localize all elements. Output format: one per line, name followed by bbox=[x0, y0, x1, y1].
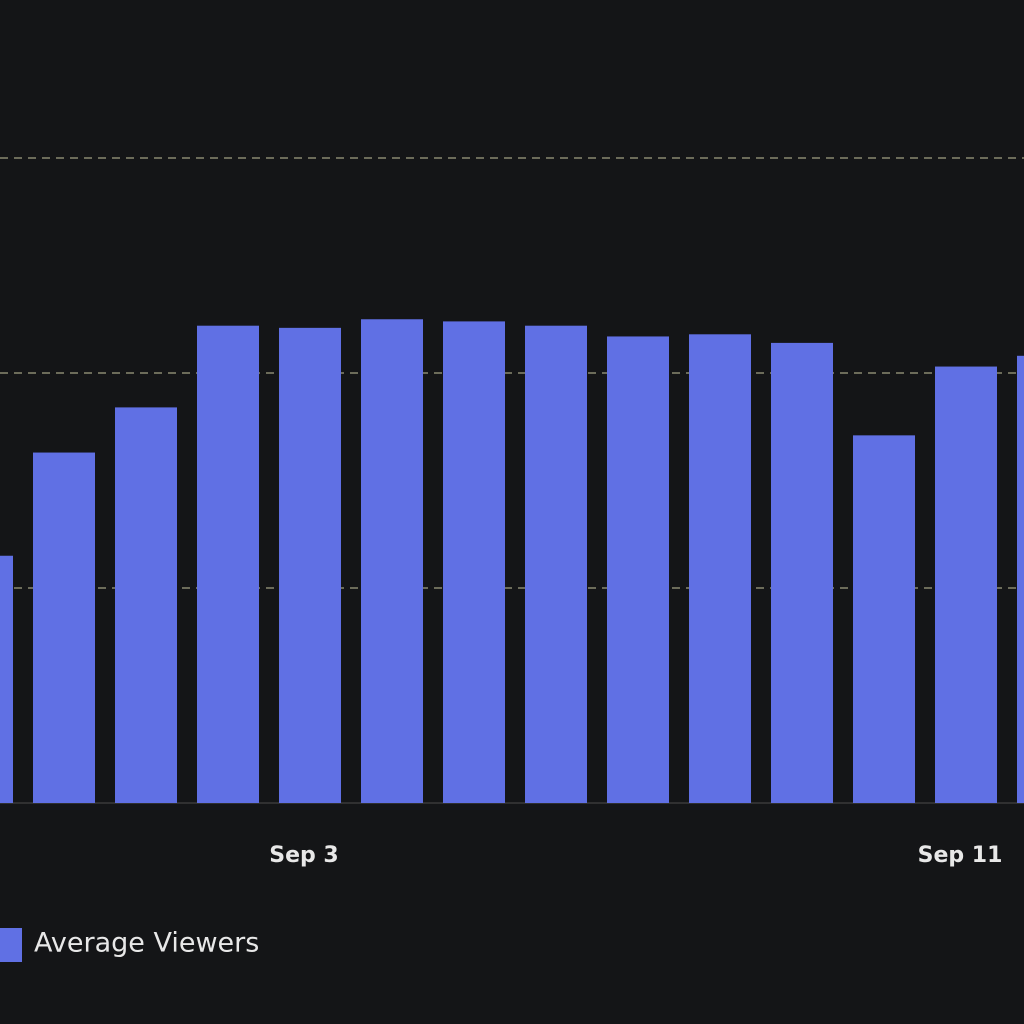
bar bbox=[771, 342, 833, 803]
bar bbox=[853, 435, 915, 803]
x-tick-label: Sep 3 bbox=[269, 843, 338, 868]
legend-swatch bbox=[0, 928, 22, 962]
bar bbox=[935, 366, 997, 803]
bar bbox=[33, 452, 95, 803]
bar bbox=[0, 555, 13, 803]
bar bbox=[115, 407, 177, 803]
legend-label: Average Viewers bbox=[34, 928, 259, 959]
bar bbox=[689, 334, 751, 803]
bar bbox=[1017, 355, 1024, 803]
bar bbox=[443, 321, 505, 803]
x-tick-label: Sep 11 bbox=[918, 843, 1003, 868]
bar bbox=[525, 325, 587, 803]
bar bbox=[197, 325, 259, 803]
bar bbox=[279, 327, 341, 803]
bar bbox=[607, 336, 669, 803]
bar bbox=[361, 319, 423, 803]
